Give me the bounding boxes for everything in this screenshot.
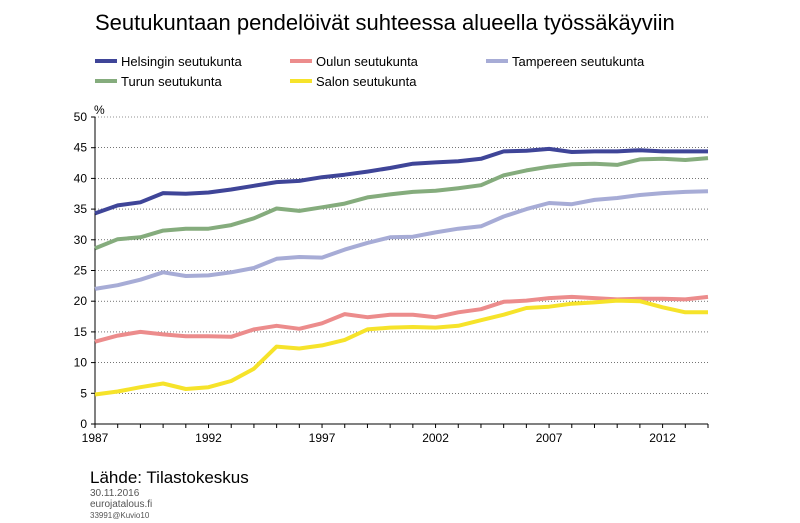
publish-date: 30.11.2016 bbox=[90, 488, 140, 499]
site-name: eurojatalous.fi bbox=[90, 499, 153, 510]
series-line-3 bbox=[94, 156, 709, 251]
y-tick-label-25: 25 bbox=[74, 264, 88, 278]
y-tick-label-50: 50 bbox=[74, 110, 88, 124]
y-tick-label-45: 45 bbox=[74, 141, 88, 155]
x-tick-label-1987: 1987 bbox=[82, 431, 109, 445]
y-tick-label-40: 40 bbox=[74, 171, 88, 185]
legend-item-salo: Salon seutukunta bbox=[290, 73, 416, 89]
legend-item-helsinki: Helsingin seutukunta bbox=[95, 53, 242, 69]
legend-swatch-oulu bbox=[290, 59, 312, 63]
x-tick-label-2007: 2007 bbox=[536, 431, 563, 445]
series-line-1 bbox=[94, 294, 709, 344]
axes: 0 5 10 15 20 25 30 35 40 45 50 1987 1992 1997 2002 2007… bbox=[74, 110, 709, 445]
series-line-4 bbox=[94, 298, 708, 397]
legend-swatch-tampere bbox=[486, 59, 508, 63]
y-tick-label-20: 20 bbox=[74, 294, 88, 308]
y-tick-label-10: 10 bbox=[74, 356, 88, 370]
legend-swatch-salo bbox=[290, 79, 312, 83]
y-tick-label-35: 35 bbox=[74, 202, 88, 216]
legend-item-tampere: Tampereen seutukunta bbox=[486, 53, 644, 69]
chart-title: Seutukuntaan pendelöivät suhteessa aluee… bbox=[95, 10, 675, 35]
y-tick-label-15: 15 bbox=[74, 325, 88, 339]
legend-label-tampere: Tampereen seutukunta bbox=[512, 53, 645, 69]
y-axis-unit-label: % bbox=[94, 103, 105, 117]
y-tick-label-5: 5 bbox=[80, 386, 87, 400]
x-tick-label-2012: 2012 bbox=[649, 431, 676, 445]
legend-label-helsinki: Helsingin seutukunta bbox=[121, 53, 242, 69]
y-tick-label-0: 0 bbox=[80, 417, 87, 431]
y-tick-label-30: 30 bbox=[74, 233, 88, 247]
figure-code: 33991@Kuvio10 bbox=[90, 511, 150, 520]
series-line-2 bbox=[94, 189, 709, 291]
legend-item-turku: Turun seutukunta bbox=[95, 73, 222, 89]
legend-label-salo: Salon seutukunta bbox=[316, 73, 417, 89]
series-line-0 bbox=[94, 146, 708, 216]
source-label: Lähde: Tilastokeskus bbox=[90, 468, 249, 487]
gridlines bbox=[95, 116, 708, 394]
series-layer bbox=[94, 146, 709, 397]
x-tick-label-1992: 1992 bbox=[195, 431, 222, 445]
legend-item-oulu: Oulun seutukunta bbox=[290, 53, 418, 69]
legend-label-oulu: Oulun seutukunta bbox=[316, 53, 418, 69]
legend-swatch-turku bbox=[95, 79, 117, 83]
legend-label-turku: Turun seutukunta bbox=[121, 73, 222, 89]
legend-swatch-helsinki bbox=[95, 59, 117, 63]
x-tick-label-2002: 2002 bbox=[422, 431, 449, 445]
x-tick-label-1997: 1997 bbox=[309, 431, 336, 445]
